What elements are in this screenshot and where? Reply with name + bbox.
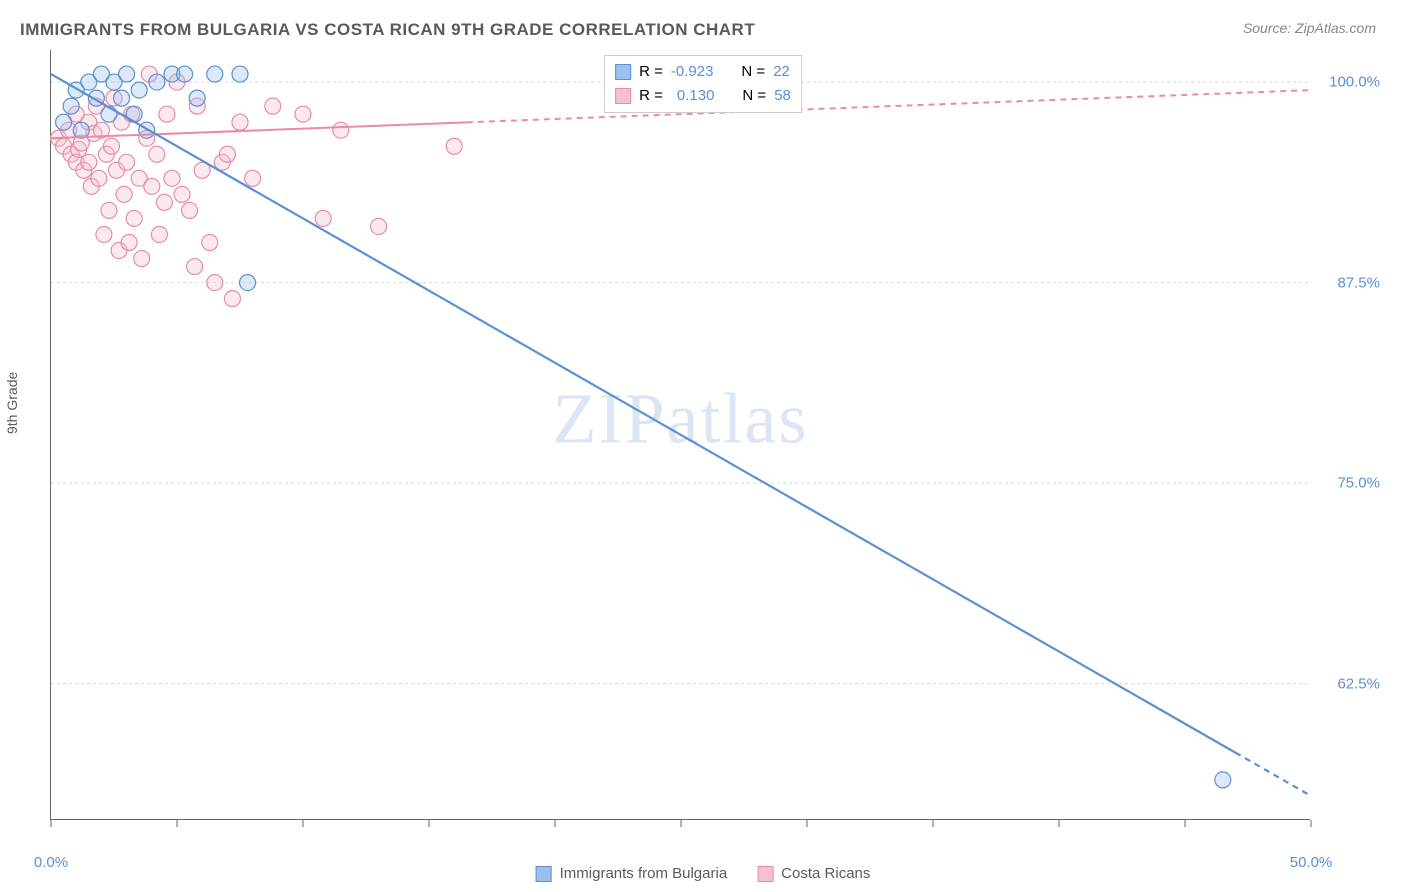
n-prefix: N = — [741, 60, 765, 84]
legend-label-costarica: Costa Ricans — [781, 865, 870, 882]
n-prefix: N = — [742, 84, 766, 108]
chart-svg — [51, 50, 1310, 819]
plot-area: ZIPatlas 62.5%75.0%87.5%100.0% 0.0%50.0% — [50, 50, 1310, 820]
source-prefix: Source: — [1243, 20, 1295, 36]
y-tick-label: 62.5% — [1337, 675, 1380, 692]
r-prefix: R = — [639, 60, 663, 84]
legend-item-bulgaria: Immigrants from Bulgaria — [536, 865, 728, 882]
swatch-bulgaria — [615, 64, 631, 80]
y-tick-label: 100.0% — [1329, 74, 1380, 91]
stats-row-costarica: R = 0.130 N = 58 — [615, 84, 791, 108]
source-attribution: Source: ZipAtlas.com — [1243, 20, 1376, 36]
stats-row-bulgaria: R = -0.923 N = 22 — [615, 60, 791, 84]
stats-legend: R = -0.923 N = 22 R = 0.130 N = 58 — [604, 55, 802, 113]
n-value-costarica: 58 — [774, 84, 791, 108]
swatch-costarica — [615, 88, 631, 104]
y-axis-label: 9th Grade — [4, 372, 20, 434]
source-link[interactable]: ZipAtlas.com — [1295, 20, 1376, 36]
series-legend: Immigrants from Bulgaria Costa Ricans — [536, 865, 871, 882]
swatch-bulgaria-icon — [536, 866, 552, 882]
r-prefix: R = — [639, 84, 663, 108]
r-value-bulgaria: -0.923 — [671, 60, 714, 84]
legend-label-bulgaria: Immigrants from Bulgaria — [560, 865, 728, 882]
legend-item-costarica: Costa Ricans — [757, 865, 870, 882]
chart-title: IMMIGRANTS FROM BULGARIA VS COSTA RICAN … — [20, 20, 755, 40]
swatch-costarica-icon — [757, 866, 773, 882]
x-tick-label: 50.0% — [1290, 854, 1333, 871]
n-value-bulgaria: 22 — [773, 60, 790, 84]
r-value-costarica: 0.130 — [677, 84, 715, 108]
x-tick-label: 0.0% — [34, 854, 68, 871]
y-tick-label: 75.0% — [1337, 475, 1380, 492]
y-tick-label: 87.5% — [1337, 274, 1380, 291]
